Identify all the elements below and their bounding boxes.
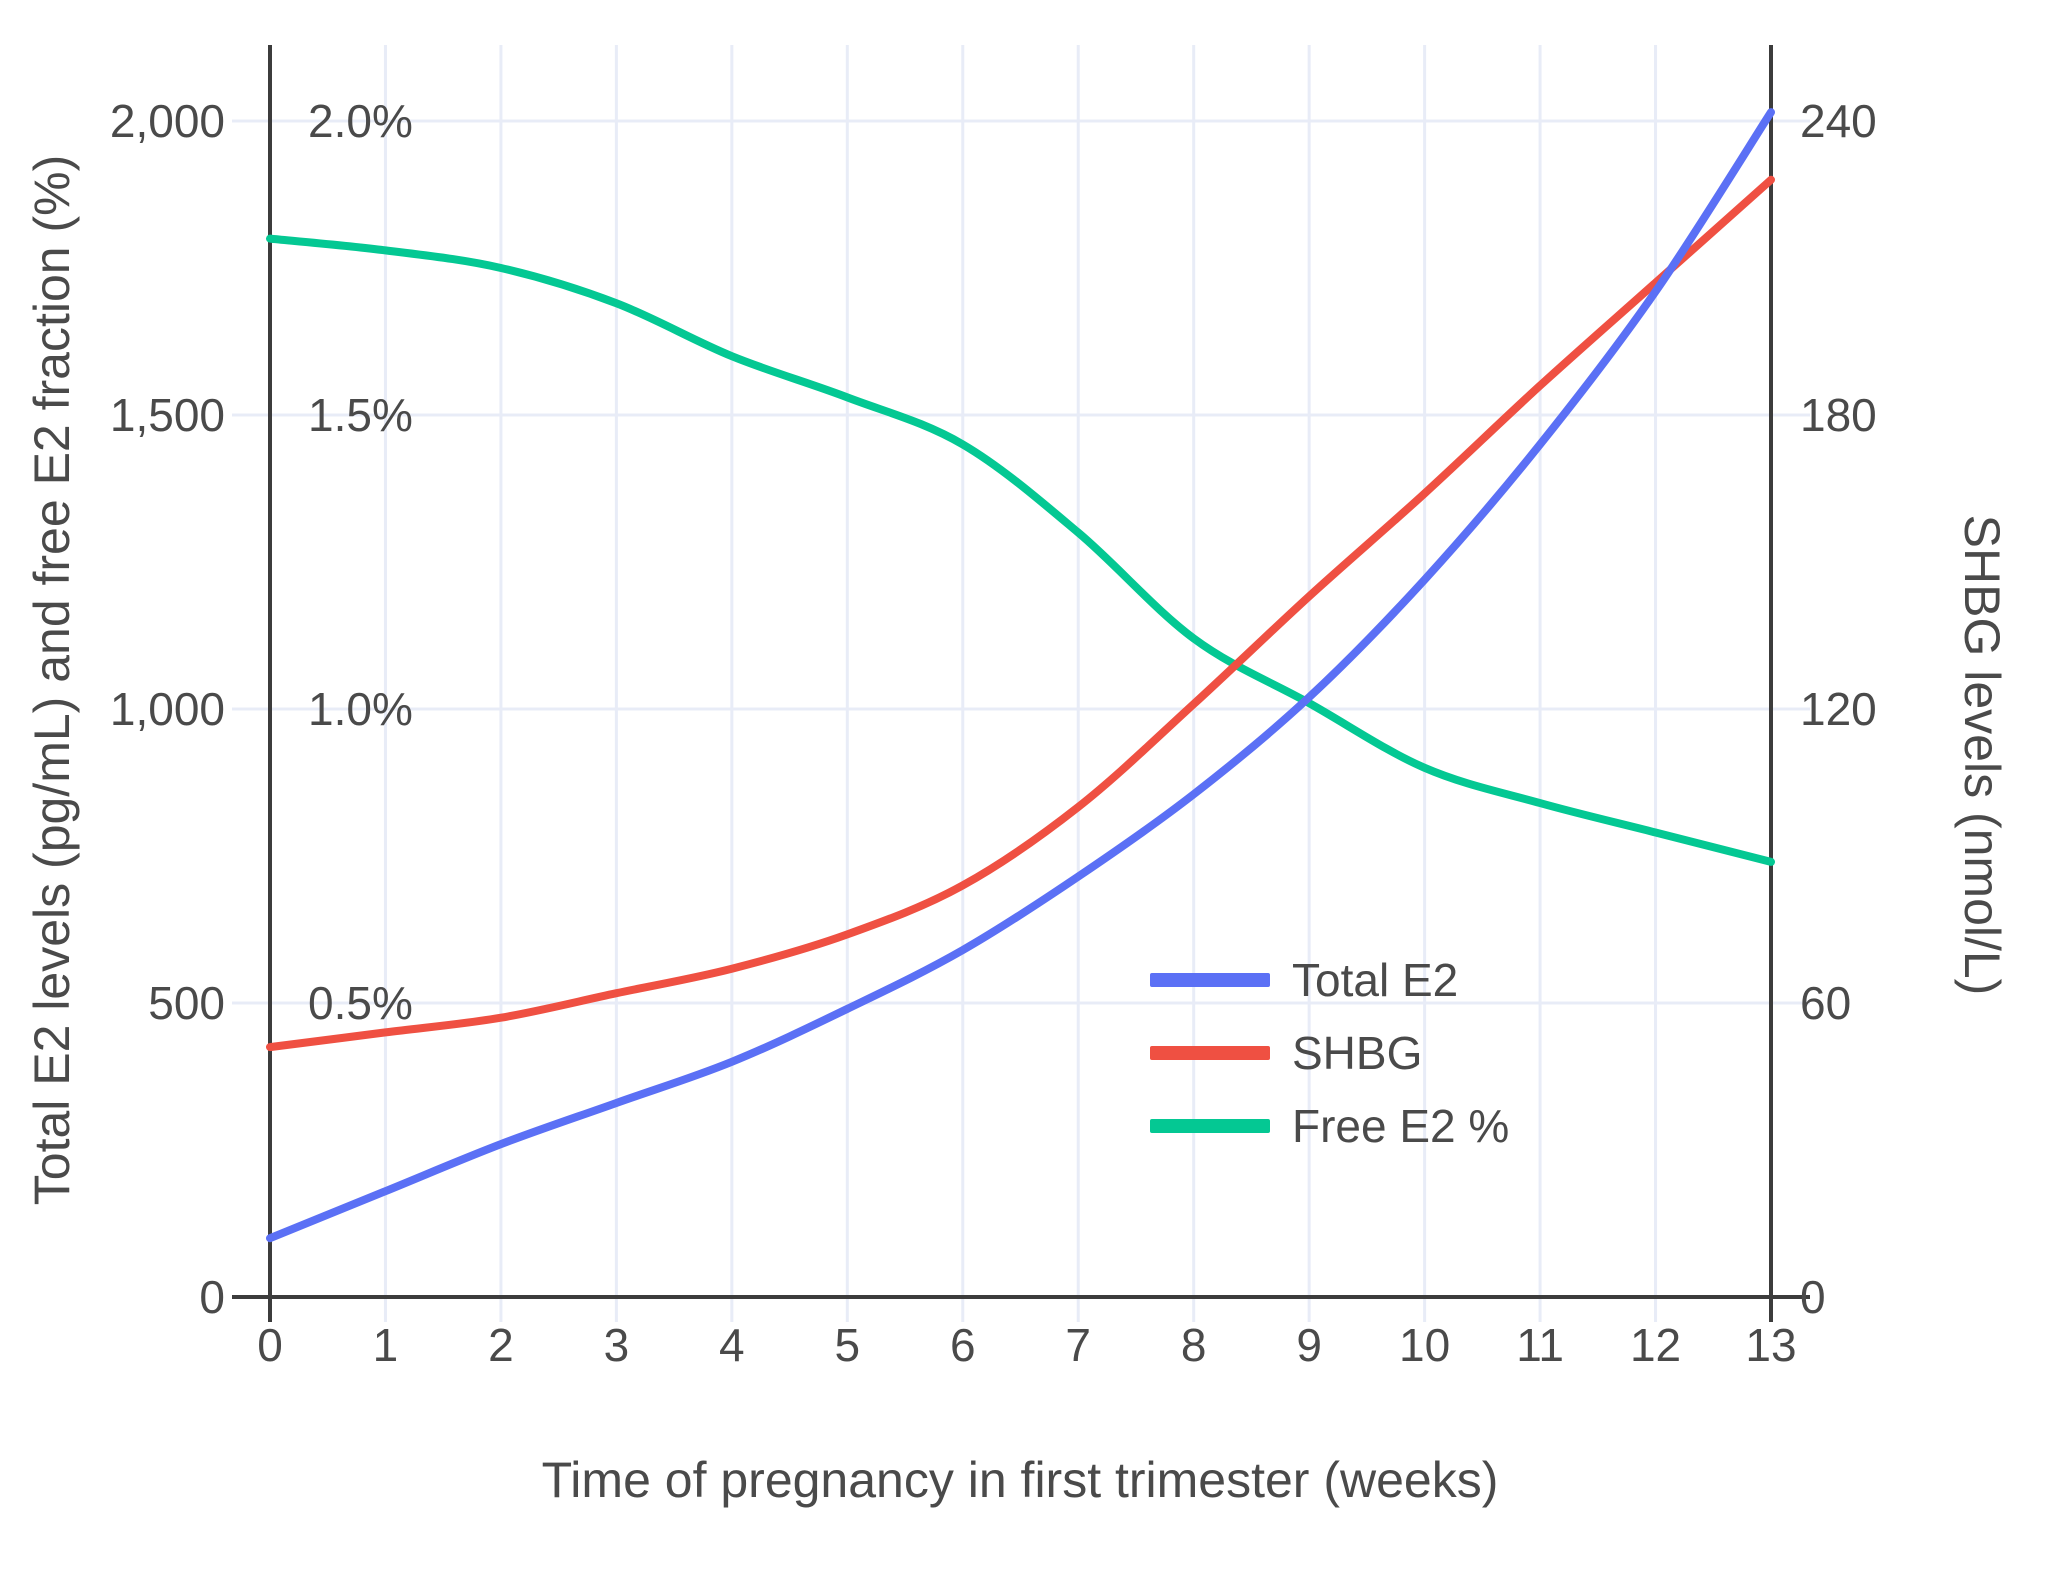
right-tick-label: 60 [1800,977,1851,1029]
legend-label: Total E2 [1292,954,1458,1006]
pct-tick-label: 1.5% [308,389,413,441]
x-tick-label: 9 [1296,1319,1322,1371]
x-tick-label: 8 [1181,1319,1207,1371]
legend-item[interactable]: Free E2 % [1150,1100,1509,1152]
x-tick-label: 10 [1399,1319,1450,1371]
x-tick-label: 4 [719,1319,745,1371]
left-tick-label: 1,500 [110,389,225,441]
left-tick-label: 2,000 [110,95,225,147]
x-tick-label: 12 [1630,1319,1681,1371]
series-line-free-e2[interactable] [266,234,1775,866]
pct-tick-label: 0.5% [308,977,413,1029]
left-tick-label: 500 [148,977,225,1029]
x-tick-label: 11 [1516,1319,1564,1371]
series-line-total-e2[interactable] [266,108,1775,1243]
right-tick-label: 120 [1800,683,1877,735]
x-tick-label: 7 [1065,1319,1091,1371]
legend-label: SHBG [1292,1027,1422,1079]
legend-swatch [1150,1046,1270,1060]
legend-label: Free E2 % [1292,1100,1509,1152]
right-axis-title: SHBG levels (nmol/L) [1954,514,2010,996]
pct-tick-label: 1.0% [308,683,413,735]
x-tick-label: 13 [1745,1319,1796,1371]
x-axis-title: Time of pregnancy in first trimester (we… [541,1452,1499,1508]
right-tick-label: 0 [1800,1271,1826,1323]
legend-item[interactable]: SHBG [1150,1027,1422,1079]
x-tick-label: 2 [488,1319,514,1371]
right-tick-label: 240 [1800,95,1877,147]
x-tick-label: 1 [373,1319,399,1371]
left-axis-title: Total E2 levels (pg/mL) and free E2 frac… [24,154,80,1206]
x-tick-label: 6 [950,1319,976,1371]
legend-swatch [1150,973,1270,987]
x-tick-label: 3 [604,1319,630,1371]
legend-item[interactable]: Total E2 [1150,954,1458,1006]
legend-swatch [1150,1119,1270,1133]
x-tick-label: 5 [835,1319,861,1371]
x-tick-label: 0 [257,1319,283,1371]
left-tick-label: 1,000 [110,683,225,735]
series-line-shbg[interactable] [266,175,1775,1052]
right-tick-label: 180 [1800,389,1877,441]
pct-tick-label: 2.0% [308,95,413,147]
left-tick-label: 0 [199,1271,225,1323]
